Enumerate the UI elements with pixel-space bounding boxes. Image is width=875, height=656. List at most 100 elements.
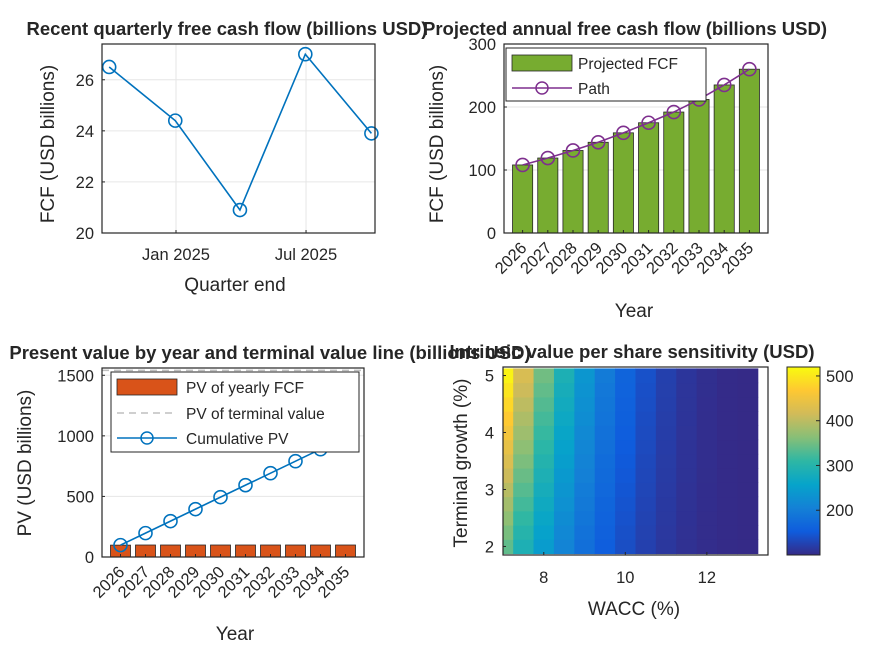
fcf-line: [108, 52, 373, 212]
heatmap-cell: [655, 368, 677, 384]
heatmap-cell: [615, 510, 636, 526]
heatmap-cell: [717, 496, 738, 512]
colorbar-tick-labels: 200 300 400 500: [816, 368, 854, 520]
legend-label-pv-yearly: PV of yearly FCF: [186, 380, 304, 397]
heatmap-cell: [553, 425, 575, 441]
heatmap-cell: [533, 510, 555, 526]
projected-fcf-bar: [562, 150, 584, 234]
path-point: [590, 134, 606, 150]
chart-title: Recent quarterly free cash flow (billion…: [27, 18, 428, 39]
heatmap-cell: [635, 382, 657, 398]
heatmap-cell: [737, 411, 759, 426]
cumulative-pv-point: [263, 465, 278, 481]
heatmap-cell: [737, 439, 759, 455]
heatmap-cell: [737, 382, 759, 398]
projected-fcf-bar: [612, 132, 634, 234]
heatmap-cell: [553, 468, 575, 483]
heatmap-cell: [553, 439, 575, 455]
heatmap-cell: [717, 539, 738, 555]
path-point: [666, 104, 682, 120]
legend-marker-path: [535, 81, 549, 95]
heatmap-cell: [503, 439, 514, 455]
heatmap-cell: [513, 411, 535, 426]
x-axis-label: Quarter end: [184, 275, 285, 296]
heatmap-cell: [594, 525, 616, 540]
heatmap-cell: [635, 453, 657, 469]
heatmap-cell: [553, 525, 575, 540]
tick-labels: Jan 2025 Jul 2025 20 22 24 26: [76, 72, 338, 264]
colorbar-scale: [786, 366, 821, 556]
heatmap-cell: [594, 482, 616, 498]
heatmap-cell: [615, 411, 636, 426]
y-tick-label: 100: [468, 162, 496, 180]
heatmap-cell: [696, 396, 718, 412]
heatmap-cell: [655, 468, 677, 483]
heatmap-cell: [513, 539, 535, 555]
x-tick-label: Jan 2025: [142, 246, 210, 264]
colorbar-tick-label: 500: [826, 368, 854, 386]
heatmap-cell: [737, 482, 759, 498]
heatmap-cell: [737, 539, 759, 555]
heatmap-cell: [676, 525, 698, 540]
cumulative-pv-point: [288, 453, 303, 469]
projected-fcf-bar: [688, 99, 710, 234]
heatmap-cell: [696, 453, 718, 469]
tick-labels: 8 10 12 2 3 4 5: [485, 368, 716, 587]
heatmap-cell: [503, 453, 514, 469]
path-point: [641, 115, 656, 131]
heatmap-cell: [737, 510, 759, 526]
x-tick-label: 12: [698, 569, 716, 587]
heatmap-cell: [615, 439, 636, 455]
heatmap-cell: [503, 482, 514, 498]
y-tick-label: 0: [487, 225, 496, 243]
heatmap-cell: [737, 453, 759, 469]
path-point: [515, 157, 530, 173]
heatmap-cell: [737, 425, 759, 441]
heatmap-cell: [533, 525, 555, 540]
heatmap-cell: [503, 539, 514, 555]
path-line: [522, 68, 750, 166]
y-tick-label: 200: [468, 99, 496, 117]
heatmap-cell: [696, 368, 718, 384]
cumulative-pv-point: [213, 489, 228, 505]
legend: Projected FCF Path: [505, 47, 707, 102]
heatmap-cell: [635, 496, 657, 512]
heatmap-cell: [533, 382, 555, 398]
heatmap-cell: [737, 468, 759, 483]
path-point: [616, 125, 631, 141]
heatmap-cell: [513, 368, 535, 384]
heatmap-cell: [717, 368, 738, 384]
legend-label-terminal: PV of terminal value: [186, 406, 325, 423]
heatmap-cell: [553, 539, 575, 555]
projected-fcf-bar: [738, 68, 760, 234]
heatmap-cell: [574, 425, 596, 441]
heatmap-cell: [676, 368, 698, 384]
heatmap-cell: [655, 510, 677, 526]
heatmap-cell: [574, 482, 596, 498]
heatmap-cell: [635, 368, 657, 384]
heatmap-cell: [533, 439, 555, 455]
colorbar-tick-label: 400: [826, 413, 854, 431]
heatmap-cell: [503, 510, 514, 526]
y-tick-label: 300: [468, 36, 496, 54]
cumulative-pv-point: [238, 477, 253, 493]
heatmap-cell: [635, 411, 657, 426]
heatmap-cell: [717, 510, 738, 526]
heatmap-cell: [615, 525, 636, 540]
heatmap-cell: [696, 382, 718, 398]
heatmap-cell: [594, 510, 616, 526]
heatmap-cell: [513, 510, 535, 526]
heatmap-cell: [655, 425, 677, 441]
heatmap-cell: [676, 425, 698, 441]
heatmap-cell: [615, 396, 636, 412]
heatmap-cell: [615, 453, 636, 469]
heatmap-cell: [737, 496, 759, 512]
axes-box: [101, 43, 376, 234]
heatmap-cell: [615, 368, 636, 384]
heatmap-cell: [594, 368, 616, 384]
y-tick-label: 4: [485, 425, 494, 443]
heatmap-cell: [513, 439, 535, 455]
heatmap-cell: [635, 468, 657, 483]
heatmap-cell: [696, 510, 718, 526]
